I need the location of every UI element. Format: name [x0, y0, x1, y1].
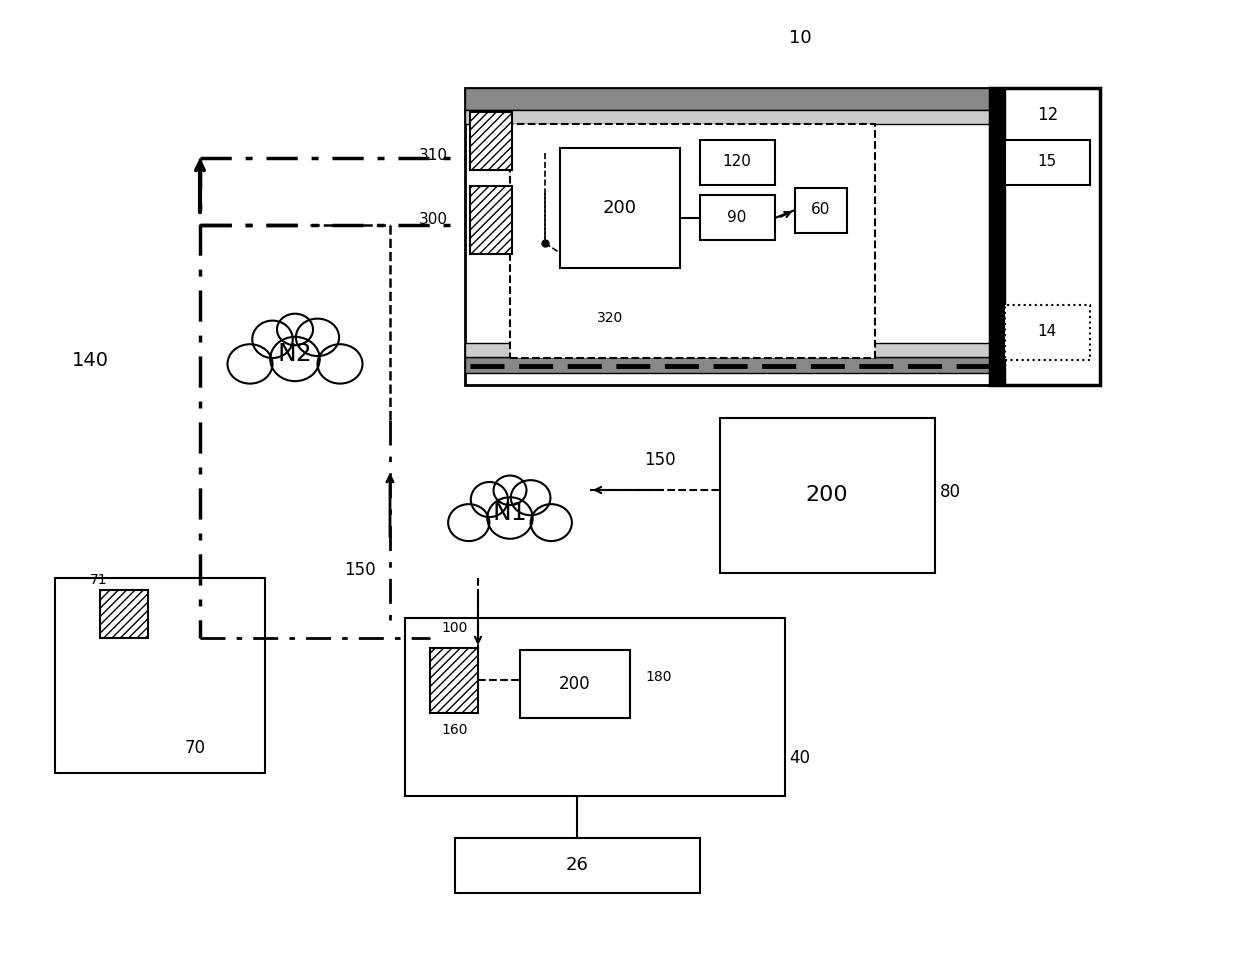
Text: 120: 120: [723, 154, 751, 170]
Ellipse shape: [471, 482, 508, 517]
Bar: [1004, 140, 1090, 185]
Text: 100: 100: [441, 621, 469, 635]
Bar: [465, 110, 990, 124]
Text: 140: 140: [72, 351, 109, 369]
Text: 10: 10: [789, 29, 811, 47]
Text: 320: 320: [596, 311, 624, 325]
Bar: [55, 578, 265, 773]
Bar: [701, 195, 775, 240]
Text: 14: 14: [1038, 325, 1056, 339]
Bar: [990, 88, 1100, 385]
Ellipse shape: [487, 497, 533, 539]
Bar: [405, 618, 785, 796]
Bar: [720, 418, 935, 573]
Text: 71: 71: [91, 573, 108, 587]
Bar: [470, 186, 512, 254]
Bar: [795, 188, 847, 233]
Text: 300: 300: [419, 212, 448, 228]
Text: 150: 150: [645, 451, 676, 469]
Text: 26: 26: [565, 856, 589, 874]
Text: 200: 200: [603, 199, 637, 217]
Bar: [520, 650, 630, 718]
Ellipse shape: [317, 344, 362, 384]
Ellipse shape: [494, 475, 527, 505]
Bar: [1004, 305, 1090, 360]
Text: 150: 150: [345, 561, 376, 579]
Ellipse shape: [296, 319, 339, 356]
Bar: [465, 88, 990, 110]
Text: 80: 80: [940, 483, 961, 501]
Bar: [100, 590, 148, 638]
Ellipse shape: [448, 504, 490, 541]
Bar: [990, 88, 1004, 385]
Bar: [701, 140, 775, 185]
Ellipse shape: [531, 504, 572, 541]
Text: N2: N2: [278, 342, 312, 366]
Bar: [455, 838, 701, 893]
Text: 90: 90: [728, 210, 746, 226]
Ellipse shape: [227, 344, 273, 384]
Bar: [560, 148, 680, 268]
Text: 60: 60: [811, 202, 831, 218]
Text: 15: 15: [1038, 154, 1056, 170]
Ellipse shape: [511, 480, 551, 515]
Text: 160: 160: [441, 723, 469, 737]
Text: 180: 180: [645, 670, 672, 684]
Bar: [430, 648, 477, 713]
Ellipse shape: [252, 321, 293, 358]
Text: 310: 310: [419, 147, 448, 163]
Bar: [510, 124, 875, 358]
Text: 200: 200: [806, 485, 848, 505]
Bar: [465, 343, 990, 357]
Ellipse shape: [270, 336, 320, 381]
Ellipse shape: [277, 313, 312, 345]
Text: 40: 40: [790, 749, 811, 767]
Text: 70: 70: [185, 739, 206, 757]
Bar: [470, 112, 512, 170]
Text: N1: N1: [492, 501, 527, 525]
Bar: [465, 88, 1100, 385]
Text: 12: 12: [1038, 106, 1059, 124]
Bar: [465, 357, 990, 373]
Text: 200: 200: [559, 675, 590, 693]
